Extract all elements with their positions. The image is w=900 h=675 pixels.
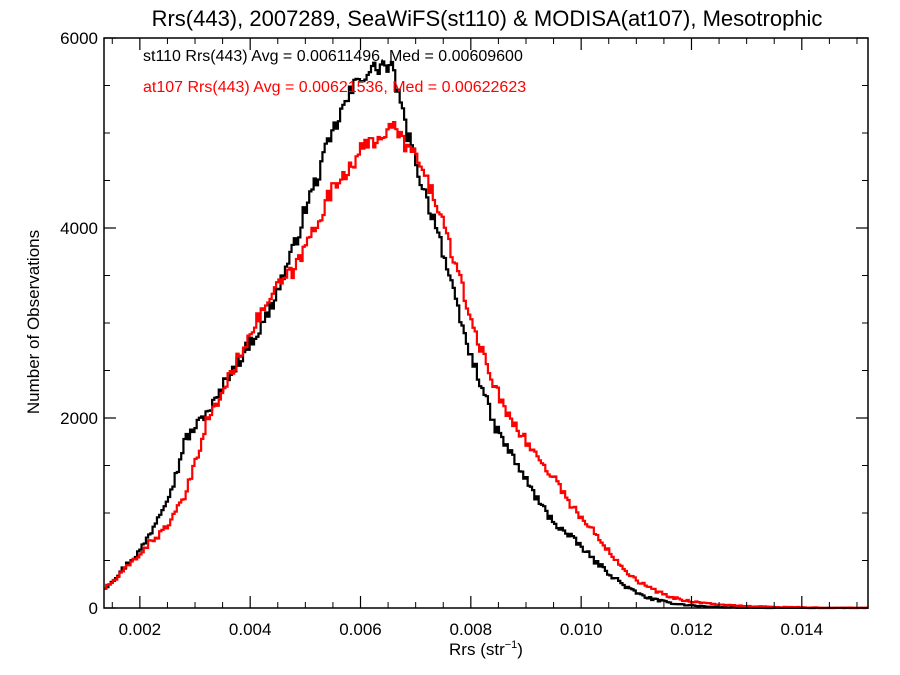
x-axis-label-superscript: −1 xyxy=(505,639,518,651)
x-tick-label: 0.014 xyxy=(781,620,824,639)
x-tick-label: 0.012 xyxy=(670,620,713,639)
annotation-at107: at107 Rrs(443) Avg = 0.00621536, Med = 0… xyxy=(143,79,526,96)
annotation-st110: st110 Rrs(443) Avg = 0.00611496, Med = 0… xyxy=(143,48,523,65)
x-axis-label-main: Rrs (str xyxy=(449,640,505,659)
y-axis-label: Number of Observations xyxy=(24,230,43,414)
y-tick-label: 0 xyxy=(89,599,98,618)
y-tick-label: 6000 xyxy=(60,29,98,48)
x-axis-label-close: ) xyxy=(517,640,523,659)
histogram-series-2 xyxy=(104,121,869,610)
x-tick-label: 0.006 xyxy=(339,620,382,639)
plot-frame xyxy=(103,37,869,609)
chart-title: Rrs(443), 2007289, SeaWiFS(st110) & MODI… xyxy=(152,6,823,31)
ticks-layer: 0.002 0.004 0.006 0.008 0.010 0.012 0.014 0 2000… xyxy=(60,29,868,639)
y-tick-label: 4000 xyxy=(60,219,98,238)
histogram-series-1 xyxy=(104,60,869,610)
y-tick-label: 2000 xyxy=(60,409,98,428)
x-tick-label: 0.008 xyxy=(450,620,493,639)
x-tick-label: 0.010 xyxy=(560,620,603,639)
x-tick-label: 0.004 xyxy=(229,620,272,639)
x-axis-label: Rrs (str−1) xyxy=(449,639,523,659)
series-layer xyxy=(104,60,869,610)
x-tick-label: 0.002 xyxy=(119,620,162,639)
